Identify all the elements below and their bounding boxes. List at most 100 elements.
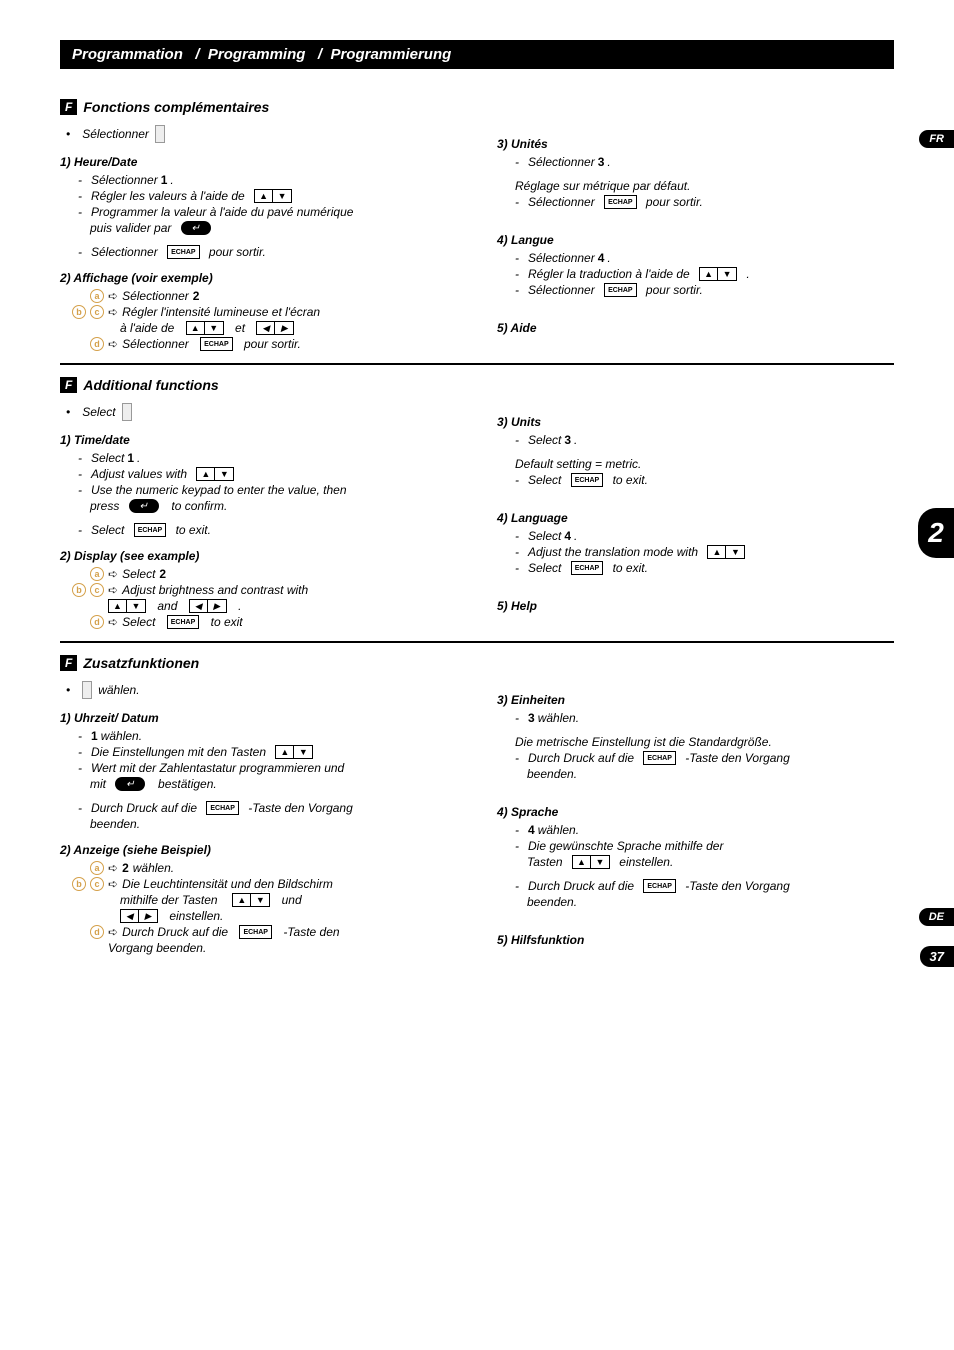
echap-key: ECHAP (643, 751, 676, 765)
fr-s1-head: 1) Heure/Date (60, 155, 457, 169)
de-s1-a-num: 1 (91, 729, 98, 743)
en-s3-a: Select (528, 433, 561, 447)
de-s3-a: wählen. (538, 711, 579, 725)
smenu-icon (155, 125, 165, 143)
echap-key: ECHAP (571, 473, 604, 487)
header-title-en: Programming (208, 46, 306, 63)
fr-s1-d2: pour sortir. (209, 245, 266, 259)
en-s5-head: 5) Help (497, 599, 894, 613)
de-s3-b2: -Taste den Vorgang (685, 751, 790, 765)
de-s4-c: Durch Druck auf die (528, 879, 634, 893)
lang-tab-de: DE (919, 908, 954, 926)
de-s2-b4: einstellen. (169, 909, 223, 923)
en-s2-d2: to exit (211, 615, 243, 629)
en-s4-b: Adjust the translation mode with (528, 545, 698, 559)
left-icon: ◀ (190, 600, 208, 612)
en-s3-a-num: 3 (564, 433, 571, 447)
circ-a: a (90, 861, 104, 875)
en-s1-c: Use the numeric keypad to enter the valu… (91, 483, 347, 497)
de-s4-a-num: 4 (528, 823, 535, 837)
fr-s4-b: Régler la traduction à l'aide de (528, 267, 690, 281)
en-select-label: Select (82, 405, 115, 419)
fr-s4-a: Sélectionner (528, 251, 595, 265)
divider-2 (60, 641, 894, 643)
de-s4-c3: beenden. (527, 895, 577, 909)
de-s1-d: Durch Druck auf die (91, 801, 197, 815)
de-s1-a: wählen. (101, 729, 142, 743)
fr-s3-b: Sélectionner (528, 195, 595, 209)
down-icon: ▼ (273, 190, 291, 202)
arrow-icon: ➪ (108, 567, 118, 581)
up-icon: ▲ (276, 746, 294, 758)
updown-key: ▲▼ (108, 599, 146, 613)
arrow-icon: ➪ (108, 615, 118, 629)
fr-s2-d: Sélectionner (122, 337, 189, 351)
fr-s1-b: Régler les valeurs à l'aide de (91, 189, 245, 203)
fr-s1-c2: puis valider par (90, 221, 171, 235)
page-number: 37 (920, 946, 954, 967)
echap-key: ECHAP (643, 879, 676, 893)
de-s1-d2: -Taste den Vorgang (248, 801, 353, 815)
de-s2-a-num: 2 (122, 861, 129, 875)
echap-key: ECHAP (604, 283, 637, 297)
leftright-key: ◀▶ (256, 321, 294, 335)
de-select-row: wählen. (66, 681, 457, 699)
down-icon: ▼ (205, 322, 223, 334)
section-fr: F Fonctions complémentaires Sélectionner… (60, 99, 894, 353)
en-s4-c: Select (528, 561, 561, 575)
chapter-number: 2 (928, 517, 944, 549)
de-s1-c2: mit (90, 777, 106, 791)
fr-s3-b2: pour sortir. (646, 195, 703, 209)
circ-b: b (72, 305, 86, 319)
en-s2-a: Select (122, 567, 155, 581)
en-s4-a-end: . (574, 529, 577, 543)
circ-d: d (90, 925, 104, 939)
de-s3-note: Die metrische Einstellung ist die Standa… (515, 735, 772, 749)
circ-d: d (90, 615, 104, 629)
fr-s4-c2: pour sortir. (646, 283, 703, 297)
section-title-de: F Zusatzfunktionen (60, 655, 894, 671)
arrow-icon: ➪ (108, 305, 118, 319)
leftright-key: ◀▶ (120, 909, 158, 923)
up-icon: ▲ (197, 468, 215, 480)
down-icon: ▼ (718, 268, 736, 280)
f-badge-de: F (60, 655, 77, 671)
de-s5-head: 5) Hilfsfunktion (497, 933, 894, 947)
arrow-icon: ➪ (108, 925, 118, 939)
fr-s2-a: Sélectionner (122, 289, 189, 303)
fr-s1-c: Programmer la valeur à l'aide du pavé nu… (91, 205, 353, 219)
section-title-fr: F Fonctions complémentaires (60, 99, 894, 115)
fr-s1-d: Sélectionner (91, 245, 158, 259)
fr-select-row: Sélectionner (66, 125, 457, 143)
circ-a: a (90, 289, 104, 303)
updown-key: ▲▼ (699, 267, 737, 281)
echap-key: ECHAP (206, 801, 239, 815)
updown-key: ▲▼ (572, 855, 610, 869)
left-icon: ◀ (121, 910, 139, 922)
en-s2-b2: and (157, 599, 177, 613)
section-title-en: F Additional functions (60, 377, 894, 393)
fr-s4-a-num: 4 (598, 251, 605, 265)
up-icon: ▲ (109, 600, 127, 612)
circ-c: c (90, 583, 104, 597)
echap-key: ECHAP (604, 195, 637, 209)
en-s1-d: Select (91, 523, 124, 537)
de-s2-b: Die Leuchtintensität und den Bildschirm (122, 877, 333, 891)
echap-key: ECHAP (167, 245, 200, 259)
de-s1-c: Wert mit der Zahlentastatur programmiere… (91, 761, 344, 775)
header-bar: Programmation / Programming / Programmie… (60, 40, 894, 69)
circ-c: c (90, 877, 104, 891)
echap-key: ECHAP (571, 561, 604, 575)
updown-key: ▲▼ (186, 321, 224, 335)
up-icon: ▲ (255, 190, 273, 202)
arrow-icon: ➪ (108, 877, 118, 891)
en-s2-a-num: 2 (159, 567, 166, 581)
de-s1-d3: beenden. (90, 817, 140, 831)
en-s4-a: Select (528, 529, 561, 543)
fr-s5-head: 5) Aide (497, 321, 894, 335)
title-de: Zusatzfunktionen (83, 655, 199, 671)
enter-key: ↵ (181, 221, 211, 235)
arrow-icon: ➪ (108, 289, 118, 303)
arrow-icon: ➪ (108, 337, 118, 351)
section-en: F Additional functions Select 1) Time/da… (60, 377, 894, 631)
